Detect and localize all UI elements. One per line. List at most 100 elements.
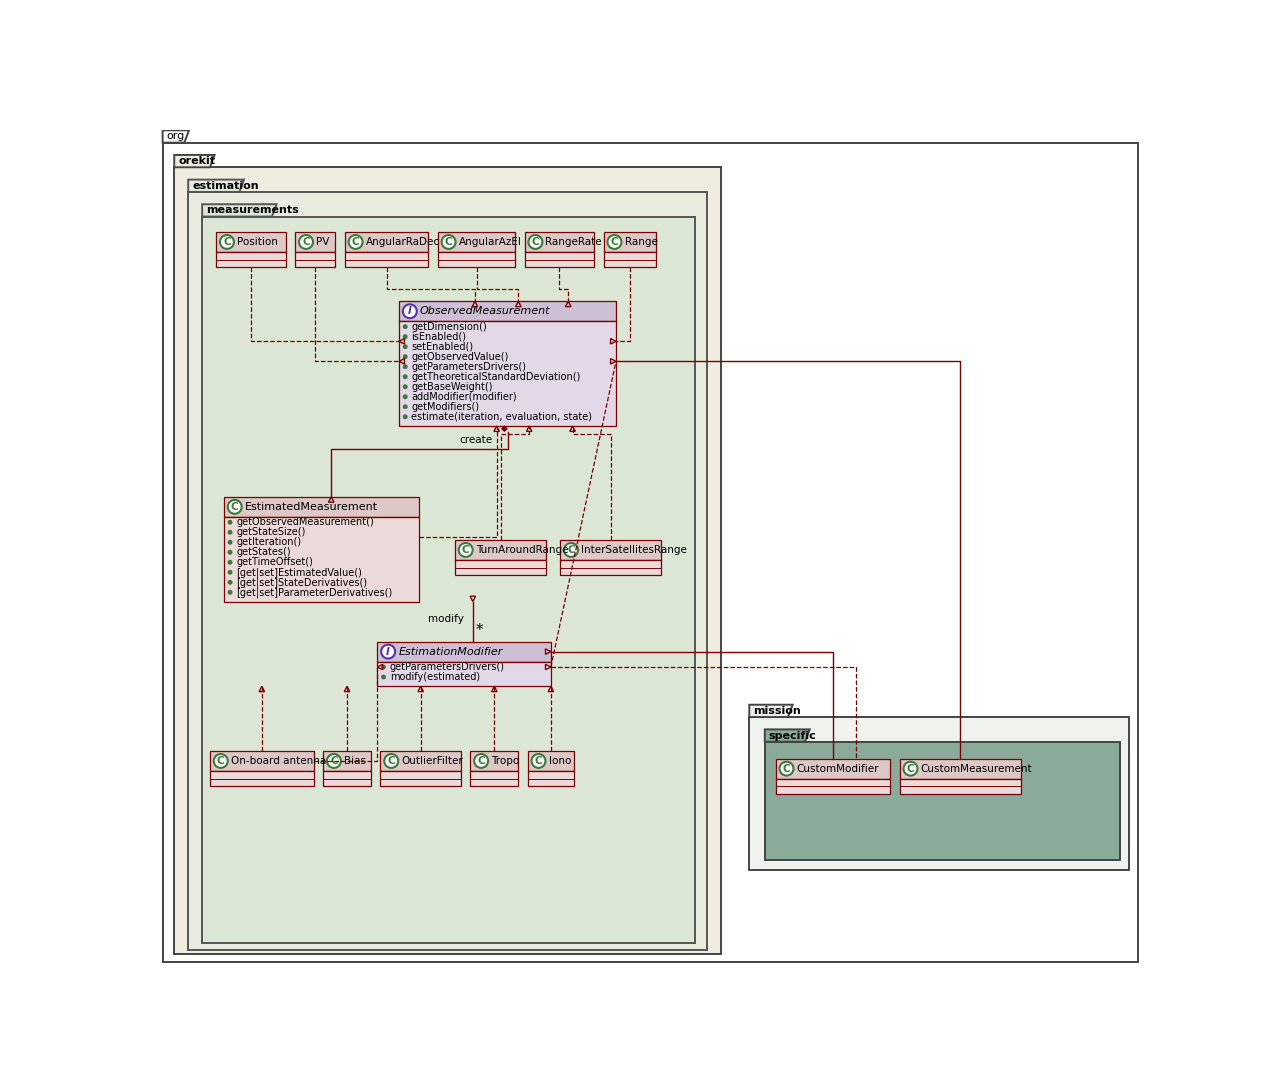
Circle shape — [326, 754, 340, 768]
Circle shape — [403, 384, 408, 389]
Text: getBaseWeight(): getBaseWeight() — [411, 382, 493, 392]
Text: AngularRaDec: AngularRaDec — [366, 237, 439, 247]
Text: C: C — [231, 502, 239, 512]
Text: C: C — [462, 545, 470, 555]
Circle shape — [403, 334, 408, 339]
Polygon shape — [749, 705, 792, 717]
Text: org: org — [166, 131, 184, 141]
FancyBboxPatch shape — [438, 252, 516, 267]
Circle shape — [381, 645, 395, 658]
Text: modify(estimated): modify(estimated) — [390, 672, 480, 682]
Circle shape — [349, 235, 362, 249]
Circle shape — [227, 580, 232, 584]
Polygon shape — [202, 204, 277, 216]
FancyBboxPatch shape — [455, 560, 546, 576]
Text: getModifiers(): getModifiers() — [411, 402, 480, 412]
FancyBboxPatch shape — [776, 759, 890, 779]
Text: C: C — [302, 237, 310, 247]
Text: addModifier(modifier): addModifier(modifier) — [411, 392, 517, 402]
FancyBboxPatch shape — [295, 252, 335, 267]
FancyBboxPatch shape — [381, 750, 461, 771]
Circle shape — [227, 500, 241, 514]
Polygon shape — [163, 130, 189, 142]
Text: C: C — [330, 756, 338, 766]
Text: getTimeOffset(): getTimeOffset() — [236, 557, 314, 567]
Text: orekit: orekit — [178, 156, 215, 166]
Text: estimate(iteration, evaluation, state): estimate(iteration, evaluation, state) — [411, 412, 592, 421]
Text: [get|set]ParameterDerivatives(): [get|set]ParameterDerivatives() — [236, 588, 392, 597]
FancyBboxPatch shape — [210, 771, 314, 786]
Text: RangeRate: RangeRate — [546, 237, 602, 247]
Text: C: C — [387, 756, 395, 766]
FancyBboxPatch shape — [381, 771, 461, 786]
FancyBboxPatch shape — [438, 232, 516, 252]
Text: I: I — [408, 306, 411, 316]
FancyBboxPatch shape — [560, 540, 660, 560]
Text: Range: Range — [625, 237, 658, 247]
FancyBboxPatch shape — [527, 771, 574, 786]
Circle shape — [227, 530, 232, 534]
Text: PV: PV — [316, 237, 329, 247]
Text: TurnAroundRange: TurnAroundRange — [476, 545, 568, 555]
Circle shape — [403, 375, 408, 379]
Circle shape — [298, 235, 312, 249]
Circle shape — [227, 520, 232, 525]
Circle shape — [227, 540, 232, 545]
Text: Iono: Iono — [549, 756, 572, 766]
Text: InterSatellitesRange: InterSatellitesRange — [582, 545, 687, 555]
Text: specific: specific — [768, 731, 817, 741]
Text: C: C — [352, 237, 359, 247]
Circle shape — [227, 570, 232, 574]
Circle shape — [403, 394, 408, 400]
Text: Position: Position — [237, 237, 278, 247]
Text: measurements: measurements — [206, 205, 298, 215]
Polygon shape — [188, 179, 244, 192]
FancyBboxPatch shape — [455, 540, 546, 560]
Circle shape — [403, 414, 408, 419]
Text: On-board antenna: On-board antenna — [231, 756, 326, 766]
Circle shape — [474, 754, 488, 768]
Polygon shape — [502, 426, 507, 431]
Circle shape — [528, 235, 542, 249]
Text: getStateSize(): getStateSize() — [236, 528, 306, 538]
Text: Tropo: Tropo — [491, 756, 519, 766]
Polygon shape — [174, 155, 215, 167]
Circle shape — [403, 354, 408, 359]
Circle shape — [227, 590, 232, 595]
Text: modify: modify — [428, 614, 464, 623]
Circle shape — [403, 344, 408, 350]
Text: getParametersDrivers(): getParametersDrivers() — [390, 662, 504, 672]
Text: isEnabled(): isEnabled() — [411, 331, 466, 342]
Text: [get|set]StateDerivatives(): [get|set]StateDerivatives() — [236, 577, 367, 588]
Text: I: I — [386, 646, 390, 657]
Text: getParametersDrivers(): getParametersDrivers() — [411, 362, 526, 371]
FancyBboxPatch shape — [163, 142, 1138, 962]
Text: C: C — [782, 763, 790, 773]
Text: getStates(): getStates() — [236, 547, 291, 557]
FancyBboxPatch shape — [776, 779, 890, 794]
FancyBboxPatch shape — [399, 301, 616, 321]
Text: CustomModifier: CustomModifier — [796, 763, 879, 773]
Text: estimation: estimation — [192, 180, 259, 191]
FancyBboxPatch shape — [603, 232, 657, 252]
FancyBboxPatch shape — [525, 232, 594, 252]
FancyBboxPatch shape — [525, 252, 594, 267]
FancyBboxPatch shape — [899, 779, 1021, 794]
FancyBboxPatch shape — [216, 232, 286, 252]
FancyBboxPatch shape — [560, 560, 660, 576]
FancyBboxPatch shape — [749, 717, 1129, 870]
FancyBboxPatch shape — [399, 321, 616, 426]
FancyBboxPatch shape — [295, 232, 335, 252]
Circle shape — [903, 761, 917, 775]
Text: EstimatedMeasurement: EstimatedMeasurement — [245, 502, 378, 512]
FancyBboxPatch shape — [224, 496, 419, 517]
FancyBboxPatch shape — [216, 252, 286, 267]
FancyBboxPatch shape — [202, 216, 695, 944]
Text: C: C — [535, 756, 542, 766]
Text: getTheoreticalStandardDeviation(): getTheoreticalStandardDeviation() — [411, 371, 580, 381]
FancyBboxPatch shape — [344, 232, 428, 252]
Circle shape — [532, 754, 546, 768]
FancyBboxPatch shape — [174, 167, 721, 955]
Text: AngularAzEl: AngularAzEl — [458, 237, 522, 247]
Text: CustomMeasurement: CustomMeasurement — [921, 763, 1033, 773]
